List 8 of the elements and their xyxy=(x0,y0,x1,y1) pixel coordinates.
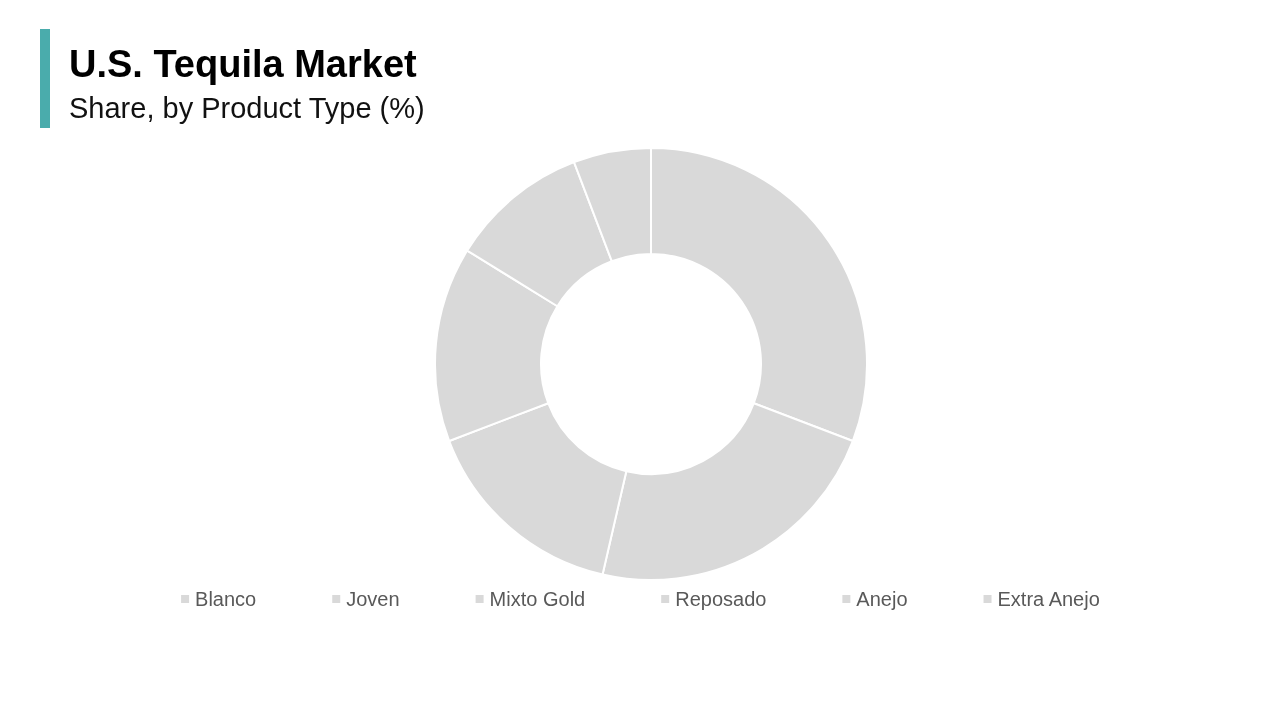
chart-subtitle: Share, by Product Type (%) xyxy=(69,91,425,124)
legend-label: Anejo xyxy=(856,588,908,610)
legend-label: Blanco xyxy=(195,588,257,610)
legend-label: Extra Anejo xyxy=(997,588,1100,610)
legend-label: Mixto Gold xyxy=(489,588,586,610)
legend-label: Joven xyxy=(346,588,400,610)
legend-label: Reposado xyxy=(675,588,767,610)
chart-title: U.S. Tequila Market xyxy=(69,43,418,85)
